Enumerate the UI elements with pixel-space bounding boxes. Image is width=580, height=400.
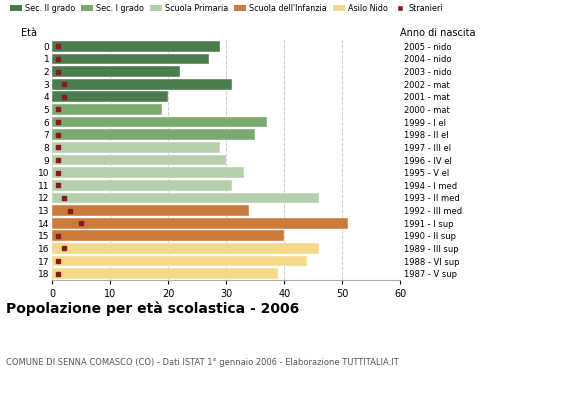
Text: Età: Età — [21, 28, 37, 38]
Bar — [52, 180, 232, 191]
Bar — [52, 155, 226, 165]
Bar — [52, 54, 209, 64]
Bar — [52, 79, 232, 90]
Bar — [52, 205, 249, 216]
Text: COMUNE DI SENNA COMASCO (CO) - Dati ISTAT 1° gennaio 2006 - Elaborazione TUTTITA: COMUNE DI SENNA COMASCO (CO) - Dati ISTA… — [6, 358, 398, 367]
Bar — [52, 104, 162, 115]
Bar — [52, 230, 284, 241]
Bar — [52, 218, 348, 228]
Bar — [52, 41, 220, 52]
Bar — [52, 268, 278, 279]
Bar — [52, 192, 319, 203]
Text: Popolazione per età scolastica - 2006: Popolazione per età scolastica - 2006 — [6, 302, 299, 316]
Bar — [52, 117, 267, 128]
Bar — [52, 142, 220, 153]
Bar — [52, 66, 180, 77]
Bar — [52, 256, 307, 266]
Bar — [52, 92, 168, 102]
Bar — [52, 243, 319, 254]
Bar — [52, 167, 244, 178]
Bar — [52, 129, 255, 140]
Legend: Sec. II grado, Sec. I grado, Scuola Primaria, Scuola dell'Infanzia, Asilo Nido, : Sec. II grado, Sec. I grado, Scuola Prim… — [10, 4, 444, 13]
Text: Anno di nascita: Anno di nascita — [400, 28, 476, 38]
